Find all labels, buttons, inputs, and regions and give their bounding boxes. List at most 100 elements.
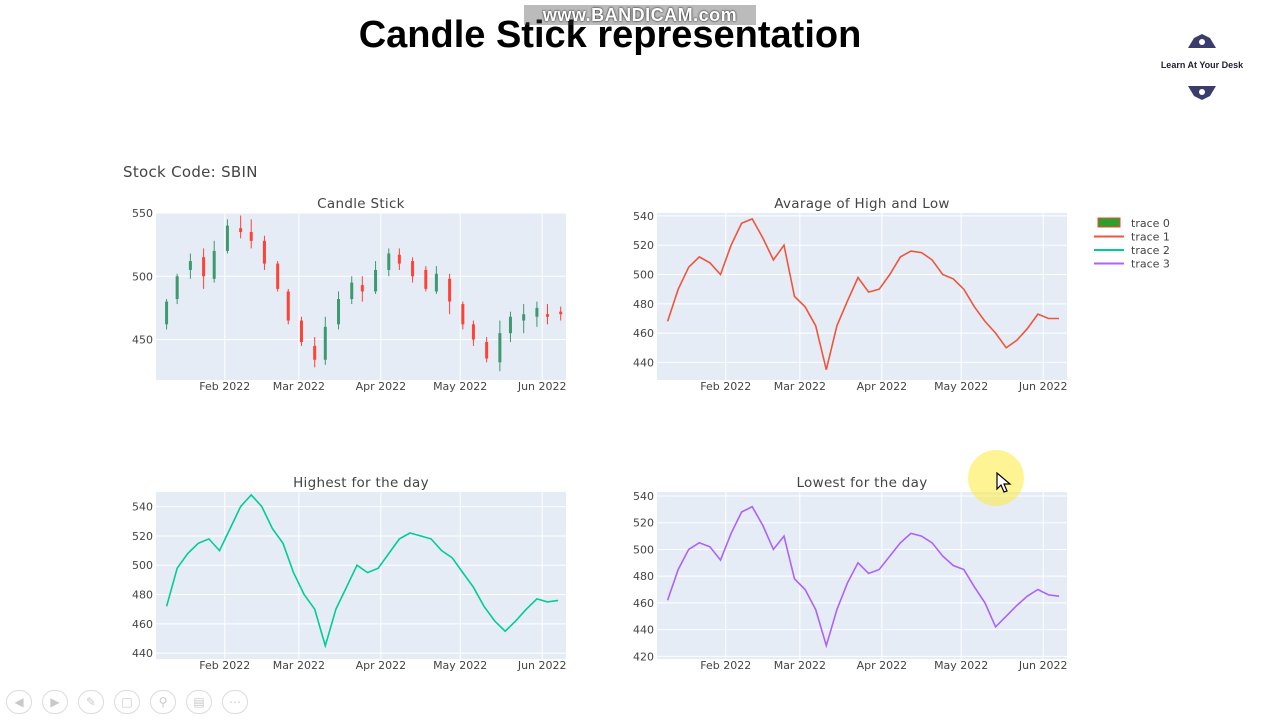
chart-panel-4: 420 440 460 480 500 520 540 Feb 2022 Mar 2022 Apr… [633,475,1068,672]
legend-label: trace 0 [1131,217,1170,230]
chart-title: Highest for the day [293,475,429,491]
candle-body [262,240,266,264]
candle-body [239,228,243,232]
y-tick-label: 520 [633,517,654,530]
y-tick-label: 450 [132,334,153,347]
slide-title: Candle Stick representation [358,14,862,56]
x-tick-label: May 2022 [934,659,988,672]
candle-body [276,263,280,289]
chart-title: Avarage of High and Low [774,196,950,212]
y-tick-label: 440 [633,624,654,637]
x-tick-label: Jun 2022 [517,659,567,672]
candle-body [498,333,502,363]
copy-icon[interactable]: □ [114,690,140,714]
y-tick-label: 500 [132,559,153,572]
next-icon[interactable]: ▶ [42,690,68,714]
candle-body [286,291,290,321]
stock-code-label: Stock Code: SBIN [123,163,258,181]
x-tick-label: Apr 2022 [356,659,407,672]
plot-background [156,492,566,659]
x-tick-label: Feb 2022 [700,380,751,393]
x-tick-label: Jun 2022 [1018,380,1068,393]
series-line [666,505,1060,649]
y-tick-label: 540 [633,210,654,223]
candle-body [461,304,465,325]
y-tick-label: 540 [132,501,153,514]
series-line [165,493,559,649]
candle-body [350,282,354,300]
y-tick-label: 440 [633,356,654,369]
y-tick-label: 420 [633,650,654,663]
prev-icon[interactable]: ◀ [6,690,32,714]
x-tick-label: Feb 2022 [199,380,250,393]
candle-body [485,342,489,359]
candle-body [535,307,539,317]
recording-watermark: www.BANDICAM.com [524,5,756,25]
candle-body [545,314,549,317]
chart-title: Candle Stick [317,196,405,212]
x-tick-label: May 2022 [934,380,988,393]
candle-body [471,324,475,340]
pen-icon[interactable]: ✎ [78,690,104,714]
candle-body [299,320,303,343]
cursor-highlight [968,450,1024,506]
y-tick-label: 440 [132,647,153,660]
y-tick-label: 460 [633,597,654,610]
x-tick-label: Mar 2022 [273,380,325,393]
x-tick-label: Jun 2022 [1018,659,1068,672]
candle-body [434,273,438,292]
y-tick-label: 520 [633,239,654,252]
zoom-icon[interactable]: ⚲ [150,690,176,714]
mouse-pointer-icon [996,472,1012,493]
y-tick-label: 500 [132,270,153,283]
legend-label: trace 2 [1131,244,1170,257]
more-icon[interactable]: ⋯ [222,690,248,714]
x-tick-label: Feb 2022 [700,659,751,672]
slide-toolbar: ◀ ▶ ✎ □ ⚲ ▤ ⋯ [6,690,248,714]
candle-body [165,301,169,325]
legend-label: trace 3 [1131,258,1170,271]
x-tick-label: Jun 2022 [517,380,567,393]
plot-background [657,492,1067,659]
candle-body [448,278,452,302]
x-tick-label: Apr 2022 [356,380,407,393]
candle-body [175,276,179,300]
candle-body [374,269,378,292]
candle-body [337,299,341,325]
screen-icon[interactable]: ▤ [186,690,212,714]
y-tick-label: 480 [633,298,654,311]
x-tick-label: May 2022 [433,380,487,393]
y-tick-label: 500 [633,543,654,556]
y-tick-label: 500 [633,269,654,282]
candle-body [360,285,364,292]
y-tick-label: 480 [633,570,654,583]
candle-body [212,250,216,279]
y-tick-label: 480 [132,589,153,602]
candle-body [202,257,206,277]
series-line [666,217,1060,370]
y-tick-label: 550 [132,207,153,220]
logo-text: Learn At Your Desk [1160,60,1244,70]
candle-body [225,225,229,251]
chart-panel-1: 450 500 550 Feb 2022 Mar 2022 Apr 2022 May 202… [132,196,567,393]
candle-body [397,254,401,264]
candle-body [323,326,327,360]
legend-label: trace 1 [1131,231,1170,244]
candle-body [424,269,428,289]
candle-body [249,231,253,241]
chart-title: Lowest for the day [796,475,927,491]
plot-background [156,213,566,380]
candle-body [522,314,526,321]
candle-body [188,261,192,270]
x-tick-label: May 2022 [433,659,487,672]
logo-icon [1188,34,1216,100]
plot-background [657,213,1067,380]
candle-body [508,316,512,334]
chart-panel-3: 440 460 480 500 520 540 Feb 2022 Mar 2022 Apr 20… [132,475,567,672]
x-tick-label: Apr 2022 [857,380,908,393]
candle-body [313,345,317,360]
y-tick-label: 540 [633,490,654,503]
candle-body [559,311,563,315]
